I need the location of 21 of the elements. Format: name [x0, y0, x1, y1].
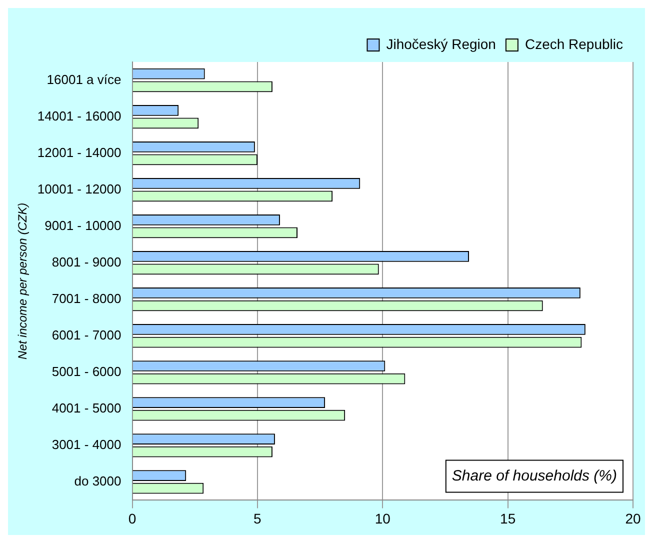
x-tick-label: 0 [128, 510, 136, 526]
y-tick-label: 5001 - 6000 [52, 364, 122, 379]
y-tick-label: 7001 - 8000 [52, 290, 122, 306]
x-tick-label: 10 [374, 510, 391, 526]
legend-label: Jihočeský Region [386, 36, 496, 52]
x-tick-label: 20 [625, 510, 641, 526]
y-tick-label: do 3000 [74, 474, 122, 489]
x-tick-label: 5 [254, 510, 262, 526]
y-tick-label: 16001 a více [46, 72, 122, 87]
y-tick-label: 4001 - 5000 [52, 400, 122, 416]
y-tick-label: 12001 - 14000 [37, 144, 122, 160]
y-tick-label: 3001 - 4000 [52, 437, 122, 452]
x-axis-title: Share of households (%) [452, 467, 618, 484]
legend-label: Czech Republic [524, 36, 624, 52]
y-tick-label: 9001 - 10000 [44, 218, 122, 233]
y-axis-title: Net income per person (CZK) [16, 202, 30, 360]
y-tick-label: 10001 - 12000 [37, 181, 122, 196]
y-tick-label: 8001 - 9000 [52, 254, 122, 270]
y-tick-label: 6001 - 7000 [52, 327, 122, 342]
y-tick-label: 14001 - 16000 [37, 108, 122, 124]
x-tick-label: 15 [500, 510, 516, 526]
